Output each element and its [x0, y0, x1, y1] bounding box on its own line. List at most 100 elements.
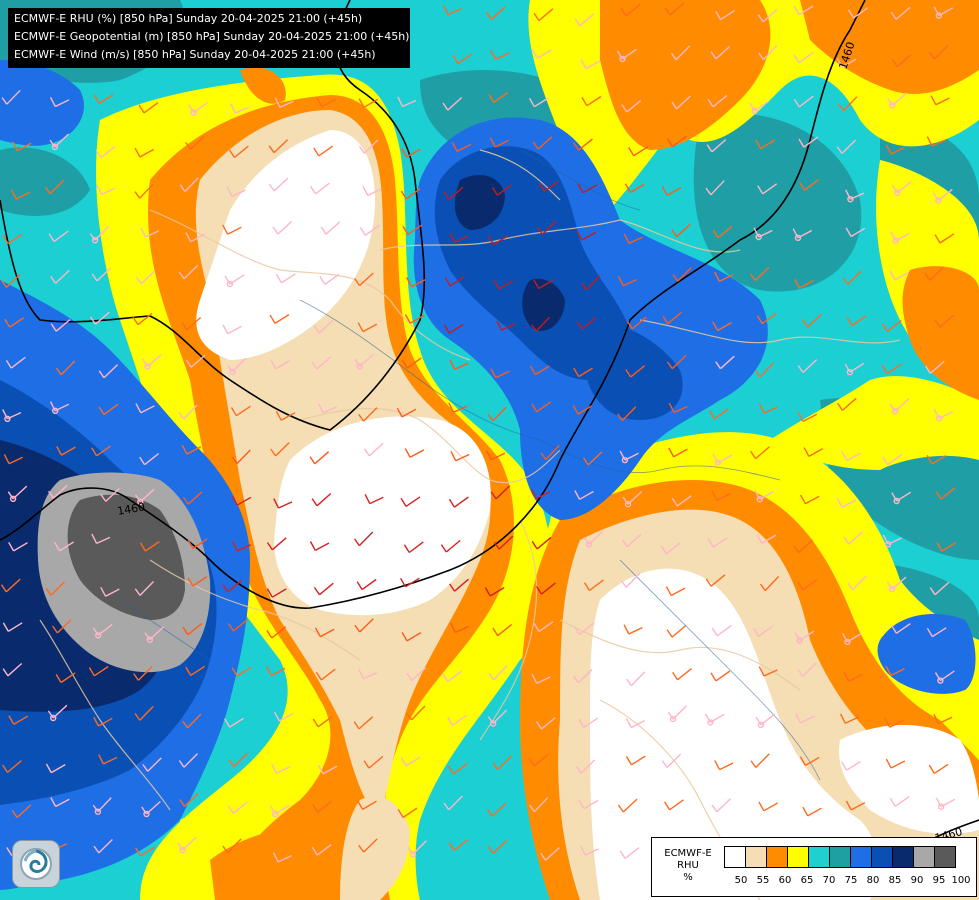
wind-barb	[836, 498, 857, 508]
calm-wind-marker	[935, 12, 943, 19]
wind-barb	[185, 232, 205, 243]
legend-unit: %	[683, 872, 693, 883]
wind-barb	[362, 186, 382, 197]
calm-wind-marker	[489, 720, 497, 727]
wind-barb	[317, 764, 338, 775]
wind-barb	[45, 763, 66, 774]
wind-barb	[2, 233, 23, 245]
wind-barb	[178, 404, 198, 420]
wind-barb	[625, 365, 646, 378]
wind-barb	[400, 756, 421, 767]
wind-barb	[89, 311, 110, 325]
wind-barb	[396, 407, 417, 418]
calm-wind-marker	[714, 459, 722, 466]
wind-barb	[793, 539, 813, 554]
wind-barb	[750, 753, 770, 768]
wind-barb	[231, 495, 252, 506]
wind-barb	[672, 267, 692, 282]
wind-barb	[266, 588, 287, 598]
wind-barb	[712, 321, 732, 332]
wind-barb	[273, 498, 293, 509]
wind-barb	[756, 534, 777, 544]
wind-barb	[56, 360, 76, 376]
wind-barb	[488, 665, 508, 681]
wind-barb	[926, 136, 946, 147]
wind-barb	[272, 220, 293, 235]
wind-barb	[572, 405, 593, 415]
wind-barb	[364, 493, 384, 505]
wind-barb	[839, 713, 860, 724]
wind-barb	[0, 578, 21, 593]
calm-wind-marker	[137, 498, 144, 505]
legend-swatch	[934, 846, 956, 868]
wind-barb	[584, 579, 604, 592]
wind-barb	[582, 451, 603, 466]
wind-barb	[55, 672, 76, 684]
wind-barb	[488, 91, 509, 103]
wind-barb	[573, 367, 593, 378]
wind-barb	[309, 182, 330, 195]
wind-barb	[222, 838, 242, 854]
wind-barb	[667, 135, 687, 148]
wind-barb	[841, 760, 861, 771]
wind-barb	[706, 139, 727, 153]
rhu-50-field	[196, 130, 979, 900]
wind-barb	[625, 718, 646, 729]
wind-barb	[450, 622, 470, 634]
calm-wind-marker	[585, 541, 593, 548]
wind-barb	[442, 97, 463, 111]
wind-barb	[266, 537, 287, 551]
wind-barb	[755, 139, 776, 150]
wind-barb	[2, 760, 22, 773]
provider-logo[interactable]	[12, 840, 60, 888]
wind-barb	[10, 189, 31, 200]
wind-barb	[757, 8, 778, 23]
calm-wind-marker	[888, 585, 896, 593]
wind-barb	[229, 145, 249, 159]
wind-barb	[312, 800, 333, 813]
wind-barb	[354, 618, 374, 633]
wind-barb	[929, 581, 950, 596]
wind-barb	[574, 490, 594, 500]
legend-tick-label: 55	[756, 875, 770, 886]
wind-barb	[231, 666, 252, 677]
wind-barb	[662, 311, 683, 325]
wind-barb	[935, 487, 956, 500]
wind-barb	[274, 97, 294, 108]
wind-barb	[668, 447, 688, 458]
legend-tick-label: 70	[822, 875, 836, 886]
wind-barb	[134, 183, 154, 199]
wind-barb	[404, 314, 425, 324]
wind-barb	[838, 96, 858, 112]
wind-barb	[710, 45, 731, 60]
calm-wind-marker	[4, 415, 11, 422]
calm-wind-marker	[892, 237, 899, 244]
wind-barb	[799, 756, 820, 767]
wind-barb	[661, 753, 682, 768]
calm-wind-marker	[226, 280, 234, 288]
wind-barb	[532, 136, 553, 150]
wind-barb	[3, 454, 24, 465]
wind-barb	[185, 665, 206, 676]
contour-label-1460-b: 1460	[116, 500, 146, 518]
wind-barb	[93, 839, 113, 854]
wind-barb	[448, 838, 469, 851]
legend-swatch	[787, 846, 809, 868]
wind-barb	[573, 668, 593, 684]
wind-barbs	[0, 2, 957, 863]
wind-barb	[531, 49, 552, 59]
wind-barb	[178, 264, 199, 280]
wind-barb	[756, 313, 777, 325]
legend-ticks: 50 55 60 65 70 75 80 85 90 95 100	[730, 875, 972, 886]
wind-barb	[227, 619, 248, 632]
wind-barb	[578, 717, 599, 728]
wind-barb	[44, 179, 65, 195]
wind-barb	[620, 4, 641, 17]
wind-barb	[275, 273, 296, 284]
wind-barb	[98, 364, 119, 379]
wind-barb	[710, 670, 731, 682]
calm-wind-marker	[846, 369, 854, 376]
wind-barb	[406, 705, 426, 721]
wind-barb	[140, 227, 160, 238]
wind-barb	[400, 188, 421, 200]
